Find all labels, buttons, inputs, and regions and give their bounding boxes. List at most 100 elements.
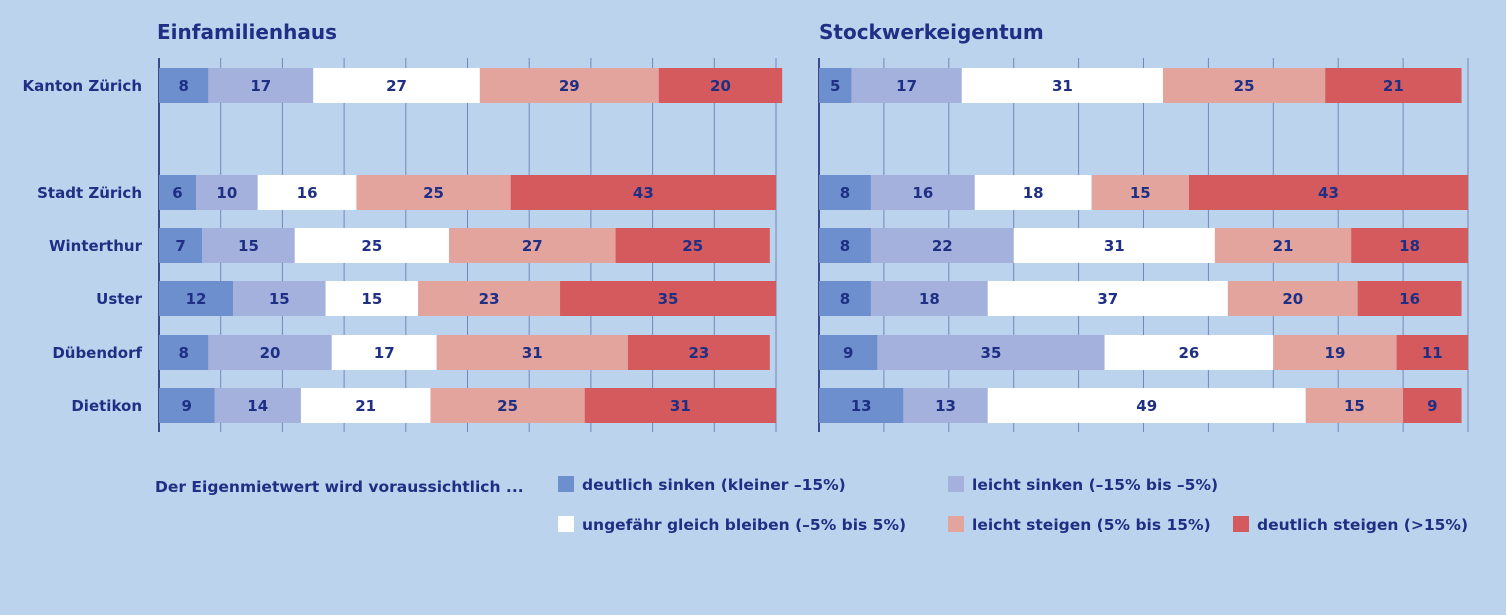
data-label: 14 bbox=[247, 397, 268, 415]
bar-segment bbox=[159, 281, 234, 316]
panel-0: Einfamilienhaus 8 17 27 29 20 Kanton Zürich 6 10… bbox=[23, 20, 783, 432]
data-label: 35 bbox=[658, 290, 679, 308]
row-label: Dietikon bbox=[71, 397, 142, 415]
bar-segment bbox=[819, 335, 878, 370]
bar-segment bbox=[214, 388, 301, 423]
data-label: 27 bbox=[386, 77, 407, 95]
data-label: 21 bbox=[355, 397, 376, 415]
bar-segment bbox=[870, 228, 1014, 263]
data-label: 23 bbox=[479, 290, 500, 308]
bar-segment bbox=[1403, 388, 1462, 423]
legend-label: ungefähr gleich bleiben (–5% bis 5%) bbox=[582, 516, 906, 534]
bar-segment bbox=[1357, 281, 1462, 316]
bar-segment bbox=[196, 175, 258, 210]
data-label: 15 bbox=[238, 237, 259, 255]
data-label: 25 bbox=[497, 397, 518, 415]
bar-segment bbox=[1396, 335, 1468, 370]
bar-segment bbox=[1351, 228, 1468, 263]
row-label: Stadt Zürich bbox=[37, 184, 142, 202]
legend-label: leicht sinken (–15% bis –5%) bbox=[972, 476, 1218, 494]
data-label: 16 bbox=[297, 184, 318, 202]
data-label: 15 bbox=[269, 290, 290, 308]
bar-segment bbox=[974, 175, 1092, 210]
data-label: 21 bbox=[1383, 77, 1404, 95]
data-label: 22 bbox=[932, 237, 953, 255]
data-label: 29 bbox=[559, 77, 580, 95]
data-label: 31 bbox=[1052, 77, 1073, 95]
data-label: 11 bbox=[1422, 344, 1443, 362]
data-label: 49 bbox=[1136, 397, 1157, 415]
data-label: 6 bbox=[172, 184, 182, 202]
data-label: 18 bbox=[919, 290, 940, 308]
bar-segment bbox=[257, 175, 357, 210]
bar-segment bbox=[1162, 68, 1326, 103]
data-label: 9 bbox=[182, 397, 192, 415]
data-label: 26 bbox=[1178, 344, 1199, 362]
bar-segment bbox=[300, 388, 431, 423]
bar-segment bbox=[448, 228, 616, 263]
data-label: 5 bbox=[830, 77, 840, 95]
bar-segment bbox=[1013, 228, 1215, 263]
bar-segment bbox=[560, 281, 776, 316]
bar-segment bbox=[430, 388, 585, 423]
bar-segment bbox=[436, 335, 628, 370]
bar-segment bbox=[1091, 175, 1189, 210]
data-label: 15 bbox=[1344, 397, 1365, 415]
bar-segment bbox=[1305, 388, 1404, 423]
data-label: 8 bbox=[840, 237, 850, 255]
data-label: 20 bbox=[260, 344, 281, 362]
bar-segment bbox=[159, 335, 209, 370]
data-label: 12 bbox=[186, 290, 207, 308]
chart-panels: Einfamilienhaus 8 17 27 29 20 Kanton Zürich 6 10… bbox=[23, 20, 1469, 432]
bar-segment bbox=[202, 228, 295, 263]
row-label: Kanton Zürich bbox=[23, 77, 142, 95]
legend-label: deutlich steigen (>15%) bbox=[1257, 516, 1468, 534]
data-label: 8 bbox=[178, 77, 188, 95]
bar-segment bbox=[1188, 175, 1468, 210]
legend-swatch bbox=[558, 516, 574, 532]
data-label: 31 bbox=[1104, 237, 1125, 255]
data-label: 27 bbox=[522, 237, 543, 255]
bar-segment bbox=[1325, 68, 1462, 103]
data-label: 13 bbox=[935, 397, 956, 415]
legend-label: deutlich sinken (kleiner –15%) bbox=[582, 476, 846, 494]
data-label: 19 bbox=[1325, 344, 1346, 362]
bar-segment bbox=[615, 228, 770, 263]
data-label: 18 bbox=[1023, 184, 1044, 202]
bar-segment bbox=[1227, 281, 1358, 316]
bar-segment bbox=[987, 281, 1228, 316]
bar-segment bbox=[294, 228, 449, 263]
data-label: 16 bbox=[1399, 290, 1420, 308]
data-label: 37 bbox=[1097, 290, 1118, 308]
legend-intro: Der Eigenmietwert wird voraussichtlich .… bbox=[155, 478, 524, 496]
data-label: 13 bbox=[851, 397, 872, 415]
row-label: Uster bbox=[96, 290, 142, 308]
bar-segment bbox=[819, 228, 871, 263]
bar-segment bbox=[325, 281, 419, 316]
bar-segment bbox=[987, 388, 1306, 423]
legend-label: leicht steigen (5% bis 15%) bbox=[972, 516, 1211, 534]
bar-segment bbox=[313, 68, 480, 103]
data-label: 25 bbox=[682, 237, 703, 255]
legend-swatch bbox=[948, 476, 964, 492]
data-label: 20 bbox=[710, 77, 731, 95]
data-label: 35 bbox=[981, 344, 1002, 362]
bar-segment bbox=[331, 335, 437, 370]
data-label: 8 bbox=[840, 290, 850, 308]
bar-segment bbox=[627, 335, 770, 370]
data-label: 25 bbox=[361, 237, 382, 255]
row-label: Dübendorf bbox=[52, 344, 142, 362]
bar-segment bbox=[1214, 228, 1352, 263]
bar-segment bbox=[819, 281, 871, 316]
data-label: 31 bbox=[522, 344, 543, 362]
bar-segment bbox=[903, 388, 988, 423]
data-label: 31 bbox=[670, 397, 691, 415]
legend-swatch bbox=[1233, 516, 1249, 532]
data-label: 25 bbox=[1234, 77, 1255, 95]
panel-title: Stockwerkeigentum bbox=[819, 20, 1044, 44]
data-label: 15 bbox=[361, 290, 382, 308]
bar-segment bbox=[819, 175, 871, 210]
bar-segment bbox=[1273, 335, 1397, 370]
bar-segment bbox=[819, 388, 904, 423]
bar-segment bbox=[356, 175, 511, 210]
